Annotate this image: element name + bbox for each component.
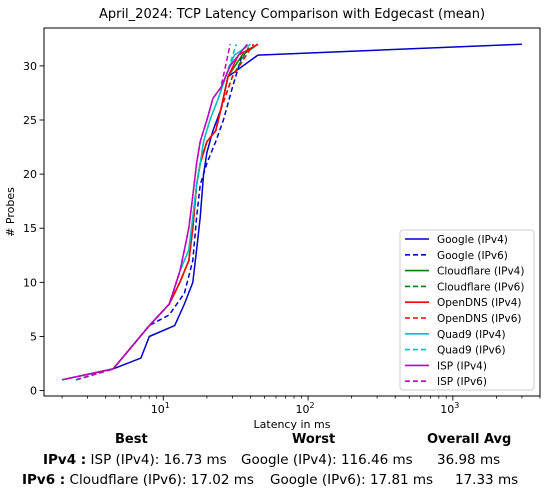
legend-entry: OpenDNS (IPv4)	[437, 297, 522, 309]
y-axis-ticks: 0 5 10 15 20 25 30	[23, 60, 44, 398]
legend-entry: Quad9 (IPv6)	[437, 345, 506, 357]
series-line-9	[75, 44, 231, 381]
chart-title: April_2024: TCP Latency Comparison with …	[99, 7, 485, 22]
series-line-7	[75, 43, 238, 381]
y-tick-label: 20	[23, 168, 37, 181]
legend-entry: Google (IPv6)	[437, 250, 508, 262]
y-tick-label: 0	[30, 385, 37, 398]
summary-header-avg: Overall Avg	[427, 432, 512, 447]
legend-entry: Quad9 (IPv4)	[437, 329, 506, 341]
x-tick-label: 102	[296, 401, 315, 416]
legend-entry: Cloudflare (IPv4)	[437, 266, 524, 278]
summary-row-ipv4: IPv4 : ISP (IPv4): 16.73 ms	[43, 452, 227, 468]
plot-frame	[43, 27, 541, 397]
latency-chart: April_2024: TCP Latency Comparison with …	[4, 7, 541, 430]
summary-header-worst: Worst	[292, 432, 336, 447]
summary-row-label: IPv4 :	[43, 452, 87, 468]
series-line-6	[61, 43, 251, 381]
summary-row-ipv6: IPv6 : Cloudflare (IPv6): 17.02 ms	[22, 472, 254, 488]
summary-header-best: Best	[115, 432, 148, 447]
summary-avg-ipv6: 17.33 ms	[455, 472, 519, 488]
legend-entry: ISP (IPv6)	[437, 376, 487, 388]
y-tick-label: 5	[30, 330, 37, 343]
y-tick-label: 25	[23, 114, 37, 127]
legend-entry: ISP (IPv4)	[437, 360, 487, 372]
y-axis-label: # Probes	[4, 187, 17, 237]
legend-entry: OpenDNS (IPv6)	[437, 313, 522, 325]
x-axis-ticks: 101 102 103	[61, 396, 541, 416]
summary-worst-ipv6: Google (IPv6): 17.81 ms	[270, 472, 434, 488]
legend-entry: Google (IPv4)	[437, 234, 508, 246]
summary-table: Best Worst Overall Avg IPv4 : ISP (IPv4)…	[0, 430, 548, 496]
x-tick-label: 101	[151, 401, 170, 416]
series-line-4	[61, 43, 259, 381]
x-tick-label: 103	[440, 401, 459, 416]
summary-row-label: IPv6 :	[22, 472, 66, 488]
summary-worst-ipv4: Google (IPv4): 116.46 ms	[241, 452, 413, 468]
y-tick-label: 15	[23, 222, 37, 235]
series-layer	[61, 43, 522, 381]
summary-best-value: ISP (IPv4): 16.73 ms	[90, 452, 227, 468]
legend-box	[399, 229, 535, 391]
x-axis-label: Latency in ms	[254, 418, 331, 430]
legend-entry: Cloudflare (IPv6)	[437, 281, 524, 293]
y-tick-label: 30	[23, 60, 37, 73]
series-line-2	[61, 43, 259, 381]
summary-avg-ipv4: 36.98 ms	[437, 452, 501, 468]
summary-best-value: Cloudflare (IPv6): 17.02 ms	[69, 472, 254, 488]
y-tick-label: 10	[23, 276, 37, 289]
legend: Google (IPv4) Google (IPv6) Cloudflare (IP…	[399, 229, 535, 391]
